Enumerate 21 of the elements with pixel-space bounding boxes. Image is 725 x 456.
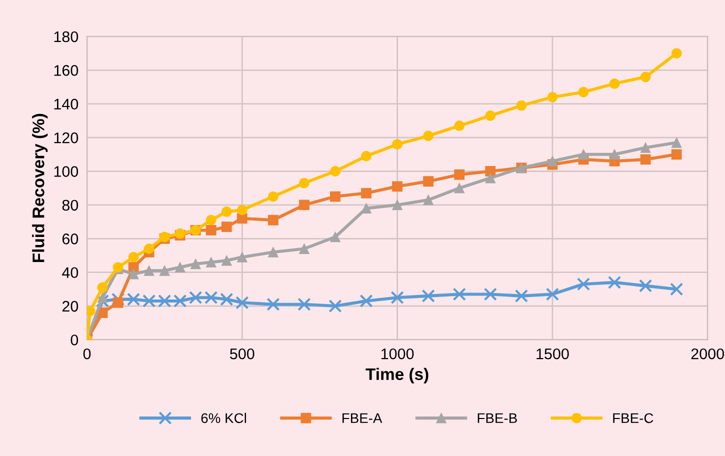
y-tick-label: 60 — [62, 234, 78, 244]
y-tick-label: 20 — [62, 300, 78, 312]
y-axis-title: Fluid Recovery (%) — [32, 114, 48, 262]
y-tick-label: 160 — [54, 65, 78, 76]
y-tick-label: 40 — [62, 267, 78, 278]
legend-label: FBE-B — [478, 413, 517, 423]
x-tick-label: 2000 — [691, 348, 724, 360]
legend-label: 6% KCl — [201, 412, 246, 424]
y-tick-label: 140 — [54, 98, 78, 110]
x-tick-label: 1000 — [381, 348, 414, 360]
x-tick-label: 0 — [83, 348, 91, 360]
y-tick-label: 0 — [70, 334, 78, 346]
y-tick-label: 100 — [54, 166, 78, 177]
x-axis-title: Time (s) — [366, 368, 428, 384]
legend-label: FBE-C — [613, 413, 654, 424]
y-tick-label: 120 — [54, 132, 78, 144]
y-tick-label: 80 — [62, 200, 78, 211]
y-tick-label: 180 — [54, 31, 78, 42]
x-tick-label: 500 — [230, 348, 254, 360]
legend-label: FBE-A — [342, 413, 382, 423]
x-tick-label: 1500 — [536, 348, 569, 360]
